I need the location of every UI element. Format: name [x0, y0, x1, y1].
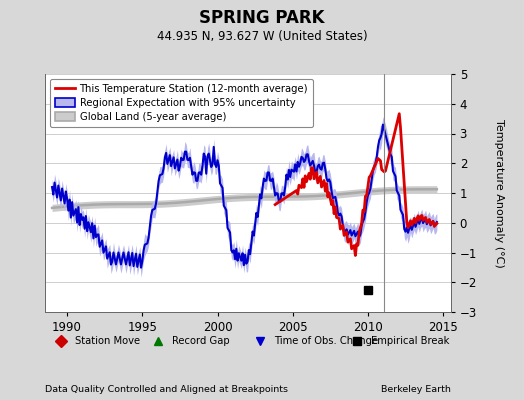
Y-axis label: Temperature Anomaly (°C): Temperature Anomaly (°C): [494, 119, 504, 267]
Text: SPRING PARK: SPRING PARK: [199, 9, 325, 27]
Text: 44.935 N, 93.627 W (United States): 44.935 N, 93.627 W (United States): [157, 30, 367, 43]
Text: Time of Obs. Change: Time of Obs. Change: [274, 336, 378, 346]
Text: Station Move: Station Move: [75, 336, 140, 346]
Text: Berkeley Earth: Berkeley Earth: [381, 386, 451, 394]
Legend: This Temperature Station (12-month average), Regional Expectation with 95% uncer: This Temperature Station (12-month avera…: [50, 79, 313, 127]
Text: Data Quality Controlled and Aligned at Breakpoints: Data Quality Controlled and Aligned at B…: [45, 386, 288, 394]
Text: Record Gap: Record Gap: [172, 336, 230, 346]
Text: Empirical Break: Empirical Break: [372, 336, 450, 346]
